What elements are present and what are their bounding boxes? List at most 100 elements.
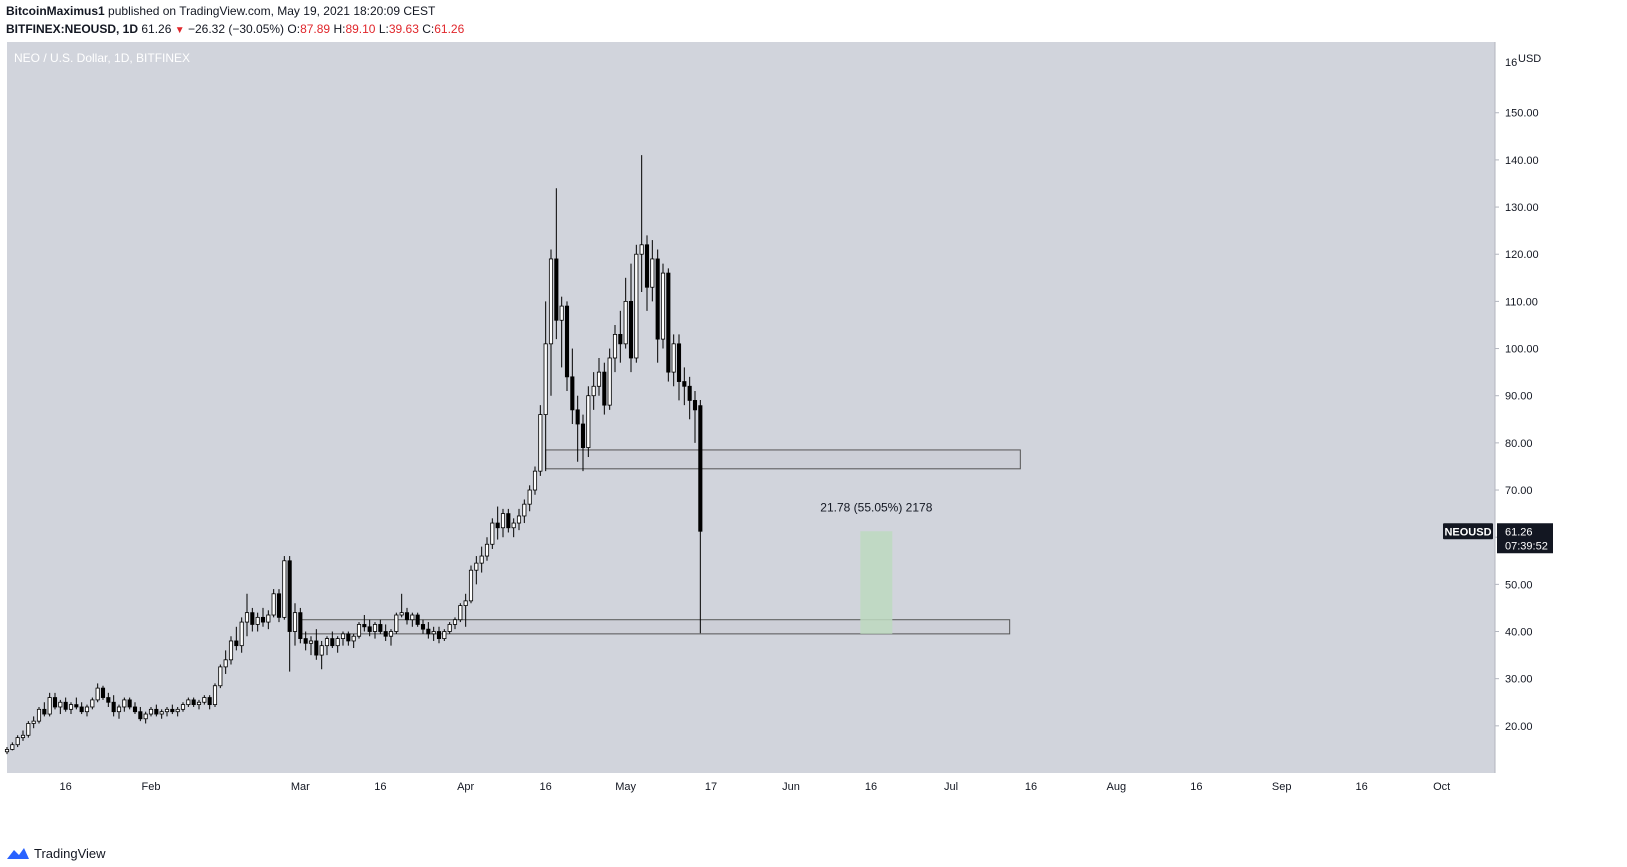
candle [175, 706, 180, 717]
candle [58, 699, 63, 715]
candle [650, 240, 655, 302]
candle [127, 697, 132, 710]
zones-layer [299, 449, 1021, 635]
candle-body [100, 687, 106, 698]
candle [671, 334, 676, 387]
candle [132, 702, 138, 715]
candle [554, 188, 559, 340]
candle-body [618, 333, 623, 345]
y-tick-label: 120.00 [1505, 249, 1539, 261]
candle-body [223, 659, 228, 668]
price-axis[interactable] [1495, 42, 1560, 773]
candle [244, 593, 250, 637]
candle [378, 619, 383, 634]
currency-label: USD [1518, 53, 1541, 65]
measure-label: 21.78 (55.05%) 2178 [820, 500, 932, 514]
plot-area[interactable] [7, 42, 1495, 773]
candle [591, 372, 596, 410]
candle [666, 268, 671, 382]
candle-body [340, 633, 346, 639]
price-label: NEOUSD 61.26 07:39:52 [1443, 523, 1553, 554]
candle [692, 390, 698, 443]
candle-body [356, 624, 362, 637]
candle-body [426, 628, 431, 635]
candle [570, 348, 575, 425]
candle-body [522, 503, 527, 517]
candle [468, 565, 474, 604]
candle [116, 704, 122, 719]
candle [543, 301, 548, 472]
candle [522, 499, 527, 524]
candle-body [372, 624, 378, 632]
symbol-badge-text: NEOUSD [1444, 526, 1491, 538]
candle [207, 695, 212, 710]
candle [351, 633, 356, 649]
candle [260, 607, 266, 627]
candle [564, 301, 570, 391]
candle-body [644, 244, 650, 288]
candle-body [276, 593, 282, 618]
candle [255, 612, 260, 632]
candle-body [143, 713, 148, 720]
candle [447, 622, 452, 634]
candle-body [634, 253, 639, 359]
candle-body [271, 593, 276, 616]
candle [63, 697, 68, 712]
candle-body [164, 708, 170, 713]
candle-body [79, 706, 84, 713]
candle [164, 706, 170, 717]
candle [308, 636, 314, 656]
candle-body [303, 638, 308, 644]
candle-body [20, 734, 26, 739]
candle [276, 589, 282, 623]
candle-body [543, 343, 548, 415]
y-tick-label: 20.00 [1505, 721, 1533, 733]
candle-body [10, 744, 15, 750]
candle [356, 622, 362, 639]
candle-body [212, 685, 218, 706]
candle-body [596, 371, 602, 387]
candle-body [148, 708, 154, 715]
candle [623, 277, 628, 349]
candle-body [612, 333, 618, 359]
x-tick-label: 16 [1025, 781, 1037, 793]
candle [527, 485, 532, 512]
author-name[interactable]: BitcoinMaximus1 [6, 4, 105, 18]
candle-body [26, 723, 31, 736]
candle-body [410, 614, 415, 621]
candle-body [170, 708, 175, 713]
candle-body [554, 258, 559, 321]
candle [388, 629, 394, 646]
candle [324, 636, 330, 656]
ohlc-line: BITFINEX:NEOUSD, 1D 61.26 ▼ −26.32 (−30.… [6, 22, 464, 36]
candle [212, 683, 218, 707]
candle [410, 612, 415, 627]
candle-body [314, 640, 319, 656]
candle [500, 508, 506, 538]
candle [319, 640, 324, 670]
candle-body [180, 704, 186, 710]
candle [362, 615, 367, 632]
candle [575, 395, 580, 462]
low-label: L: [378, 22, 389, 36]
candle [628, 263, 634, 373]
measure-box [860, 531, 893, 634]
candle [138, 706, 143, 722]
published-text: published on TradingView.com, May 19, 20… [108, 4, 436, 18]
time-axis[interactable] [7, 773, 1495, 800]
candle [346, 631, 351, 646]
candle-body [666, 272, 671, 373]
candle [271, 589, 276, 618]
candle-body [591, 385, 596, 397]
candle [538, 405, 543, 476]
candle-body [383, 631, 388, 637]
candle [431, 626, 436, 641]
candle [442, 629, 447, 641]
footer-brand[interactable]: TradingView [6, 846, 106, 861]
candle [596, 357, 602, 396]
candle-body [671, 343, 676, 373]
candle-body [447, 624, 452, 632]
price-badge-text: 61.26 [1505, 526, 1533, 538]
candle-body [362, 624, 367, 628]
